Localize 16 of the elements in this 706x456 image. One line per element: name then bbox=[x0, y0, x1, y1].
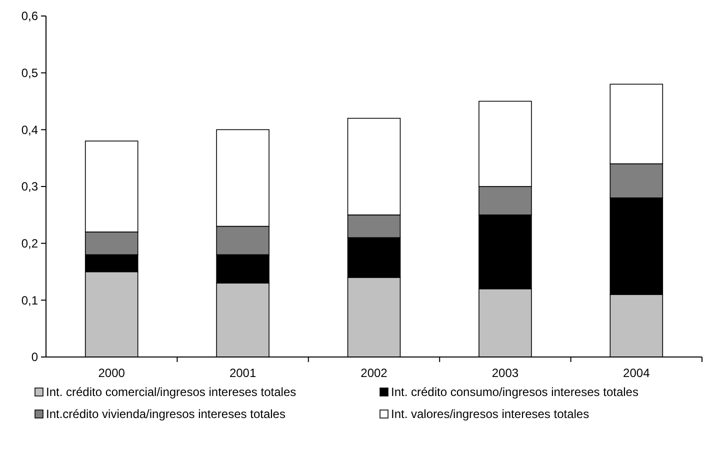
x-tick-label: 2000 bbox=[98, 366, 126, 380]
x-tick-label: 2004 bbox=[623, 366, 650, 380]
legend-label: Int. valores/ingresos intereses totales bbox=[391, 407, 590, 421]
legend-label: Int. crédito comercial/ingresos intereses totales bbox=[46, 385, 296, 399]
legend-label: Int.crédito vivienda/ingresos intereses totales bbox=[46, 407, 286, 421]
legend-label: Int. crédito consumo/ingresos intereses totales bbox=[391, 385, 638, 399]
x-tick-label: 2002 bbox=[360, 366, 388, 380]
x-tick-label: 2001 bbox=[229, 366, 256, 380]
y-tick-label: 0,5 bbox=[21, 66, 38, 80]
y-tick-label: 0,1 bbox=[21, 293, 38, 308]
y-tick-label: 0 bbox=[31, 350, 38, 364]
y-tick-label: 0,4 bbox=[21, 122, 38, 137]
x-tick-label: 2003 bbox=[492, 366, 519, 380]
y-tick-label: 0,2 bbox=[21, 236, 38, 251]
y-tick-label: 0,3 bbox=[21, 180, 38, 194]
y-tick-label: 0,6 bbox=[21, 9, 38, 24]
